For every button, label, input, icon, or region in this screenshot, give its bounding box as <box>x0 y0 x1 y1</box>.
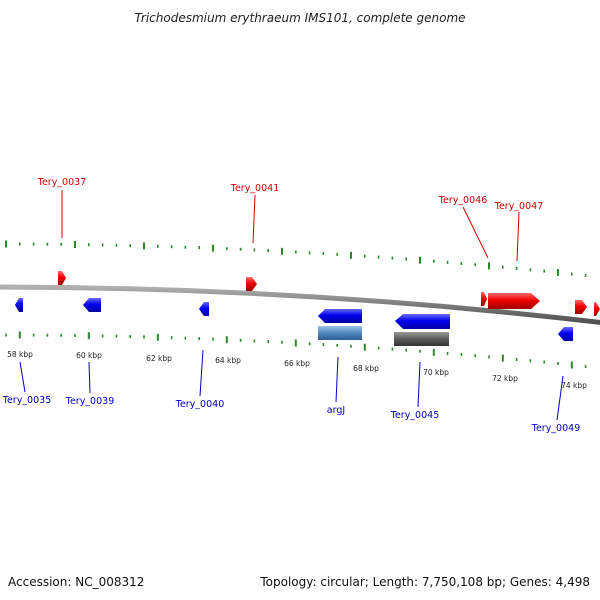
gene-label-tery-0049[interactable]: Tery_0049 <box>531 423 581 434</box>
gene-label-tery-0035[interactable]: Tery_0035 <box>2 395 52 406</box>
bottom-gene-labels: Tery_0035 Tery_0039 Tery_0040 argJ Tery_… <box>2 395 581 434</box>
gene-forward[interactable] <box>594 302 600 316</box>
leader-line <box>252 194 256 244</box>
top-gene-labels: Tery_0037 Tery_0041 Tery_0046 Tery_0047 <box>37 177 544 212</box>
tick-label: 58 kbp <box>7 350 33 359</box>
gene-tery-0046[interactable] <box>481 292 487 306</box>
gene-label-tery-0046[interactable]: Tery_0046 <box>438 195 488 206</box>
tick-label: 66 kbp <box>284 359 310 368</box>
gene-label-tery-0047[interactable]: Tery_0047 <box>494 201 544 212</box>
rna-feature[interactable] <box>318 326 362 340</box>
gene-label-tery-0041[interactable]: Tery_0041 <box>230 183 280 194</box>
gene-tery-0039[interactable] <box>83 298 101 312</box>
leader-line <box>19 361 26 393</box>
gene-argJ[interactable] <box>318 309 362 323</box>
forward-genes <box>58 271 600 316</box>
leader-line <box>335 356 339 403</box>
gene-tery-0040[interactable] <box>199 302 209 316</box>
bottom-leader-lines <box>19 349 564 421</box>
gene-label-tery-0040[interactable]: Tery_0040 <box>175 399 225 410</box>
gene-label-argJ[interactable]: argJ <box>327 405 345 416</box>
gene-tery-0045[interactable] <box>395 314 450 329</box>
reverse-genes <box>15 298 573 341</box>
pseudo-feature[interactable] <box>394 332 449 346</box>
gene-tery-0035[interactable] <box>15 298 23 312</box>
accession-text: Accession: NC_008312 <box>8 575 144 589</box>
top-leader-lines <box>61 190 520 262</box>
leader-line <box>199 349 204 397</box>
tick-label: 70 kbp <box>423 368 449 377</box>
gene-label-tery-0045[interactable]: Tery_0045 <box>390 410 440 421</box>
gene-label-tery-0037[interactable]: Tery_0037 <box>37 177 87 188</box>
gene-label-tery-0039[interactable]: Tery_0039 <box>65 396 115 407</box>
tick-row-top <box>5 240 587 277</box>
tick-label: 62 kbp <box>146 354 172 363</box>
genome-backbone <box>0 284 600 325</box>
leader-line <box>462 206 489 259</box>
tick-label: 64 kbp <box>215 356 241 365</box>
leader-line <box>88 361 91 394</box>
scale-labels: 58 kbp 60 kbp 62 kbp 64 kbp 66 kbp 68 kb… <box>7 350 587 390</box>
gene-tery-0037[interactable] <box>58 271 66 285</box>
map-title: Trichodesmium erythraeum IMS101, complet… <box>134 11 465 25</box>
gene-tery-0049[interactable] <box>558 327 573 341</box>
tick-label: 60 kbp <box>76 351 102 360</box>
gene-tery-0041[interactable] <box>246 277 257 291</box>
leader-line <box>556 375 564 421</box>
leader-line <box>417 361 421 408</box>
tick-label: 74 kbp <box>561 381 587 390</box>
leader-line <box>516 211 520 262</box>
tick-label: 72 kbp <box>492 374 518 383</box>
gene-tery-0047[interactable] <box>488 293 540 309</box>
tick-label: 68 kbp <box>353 364 379 373</box>
gene-forward[interactable] <box>575 300 587 314</box>
tick-row-bottom <box>5 331 587 369</box>
genome-summary-text: Topology: circular; Length: 7,750,108 bp… <box>259 575 590 589</box>
